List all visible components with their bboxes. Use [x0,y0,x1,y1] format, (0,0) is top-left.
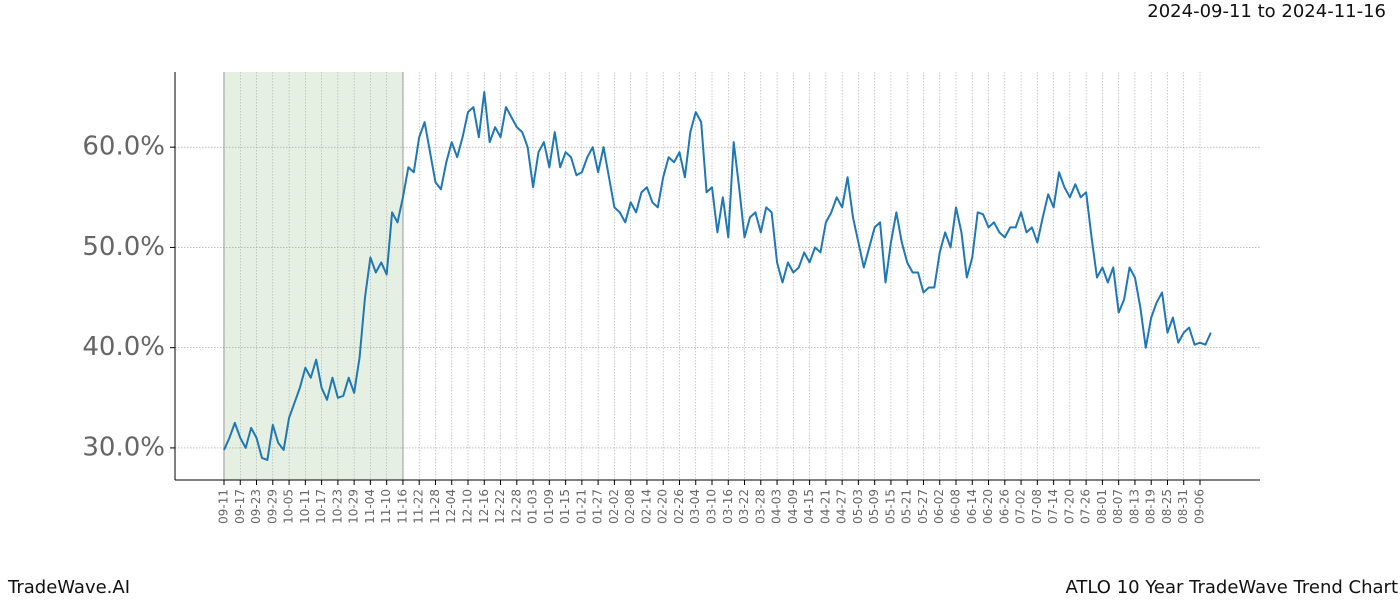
x-tick-label: 01-09 [542,489,556,524]
x-tick-label: 12-28 [509,489,523,524]
footer-right: ATLO 10 Year TradeWave Trend Chart [1066,577,1399,598]
x-tick-label: 11-10 [379,489,393,524]
x-tick-label: 10-17 [314,489,328,524]
x-tick-label: 11-04 [363,489,377,524]
x-tick-label: 08-31 [1176,489,1190,524]
x-tick-label: 03-28 [753,489,767,524]
x-tick-label: 12-04 [444,489,458,524]
y-tick-label: 60.0% [82,132,165,162]
x-tick-label: 03-10 [705,489,719,524]
x-tick-label: 06-26 [997,489,1011,524]
x-tick-label: 09-06 [1193,489,1207,524]
y-tick-label: 40.0% [82,332,165,362]
x-tick-label: 05-27 [916,489,930,524]
x-tick-label: 07-02 [1014,489,1028,524]
x-tick-label: 01-15 [558,489,572,524]
x-tick-label: 01-27 [591,489,605,524]
x-tick-label: 08-19 [1144,489,1158,524]
x-tick-label: 12-10 [461,489,475,524]
x-tick-label: 08-13 [1127,489,1141,524]
subtitle: 2024-09-11 to 2024-11-16 [1147,1,1386,22]
highlight-region [224,72,403,480]
x-tick-label: 10-23 [330,489,344,524]
x-tick-label: 06-14 [965,489,979,524]
x-tick-label: 08-01 [1095,489,1109,524]
x-tick-label: 10-29 [347,489,361,524]
x-tick-label: 07-08 [1030,489,1044,524]
footer-left: TradeWave.AI [7,577,130,598]
trend-line [223,91,1212,461]
x-tick-label: 04-15 [802,489,816,524]
x-tick-label: 04-21 [818,489,832,524]
x-tick-label: 05-21 [900,489,914,524]
x-tick-label: 08-25 [1160,489,1174,524]
x-tick-label: 02-02 [607,489,621,524]
y-tick-label: 50.0% [82,232,165,262]
y-tick-label: 30.0% [82,432,165,462]
x-tick-label: 09-11 [217,489,231,524]
x-tick-label: 07-20 [1062,489,1076,524]
x-tick-label: 09-29 [265,489,279,524]
x-tick-label: 03-22 [737,489,751,524]
x-tick-label: 12-16 [477,489,491,524]
x-tick-label: 05-09 [867,489,881,524]
x-tick-label: 12-22 [493,489,507,524]
x-tick-label: 02-08 [623,489,637,524]
x-tick-label: 02-20 [656,489,670,524]
x-tick-label: 01-03 [526,489,540,524]
x-tick-label: 06-02 [932,489,946,524]
x-tick-label: 10-05 [282,489,296,524]
x-tick-label: 04-09 [786,489,800,524]
x-tick-label: 05-15 [883,489,897,524]
x-tick-label: 07-26 [1079,489,1093,524]
x-tick-label: 03-04 [688,489,702,524]
x-tick-label: 04-03 [770,489,784,524]
x-tick-label: 09-23 [249,489,263,524]
x-tick-label: 02-14 [639,489,653,524]
x-tick-label: 11-16 [395,489,409,524]
x-tick-label: 08-07 [1111,489,1125,524]
x-tick-label: 09-17 [233,489,247,524]
x-tick-label: 04-27 [835,489,849,524]
x-tick-label: 11-28 [428,489,442,524]
x-tick-label: 01-21 [574,489,588,524]
x-tick-label: 07-14 [1046,489,1060,524]
x-tick-label: 10-11 [298,489,312,524]
x-tick-label: 06-08 [949,489,963,524]
x-tick-label: 03-16 [721,489,735,524]
x-tick-label: 06-20 [981,489,995,524]
x-tick-label: 02-26 [672,489,686,524]
x-tick-label: 11-22 [412,489,426,524]
x-tick-label: 05-03 [851,489,865,524]
